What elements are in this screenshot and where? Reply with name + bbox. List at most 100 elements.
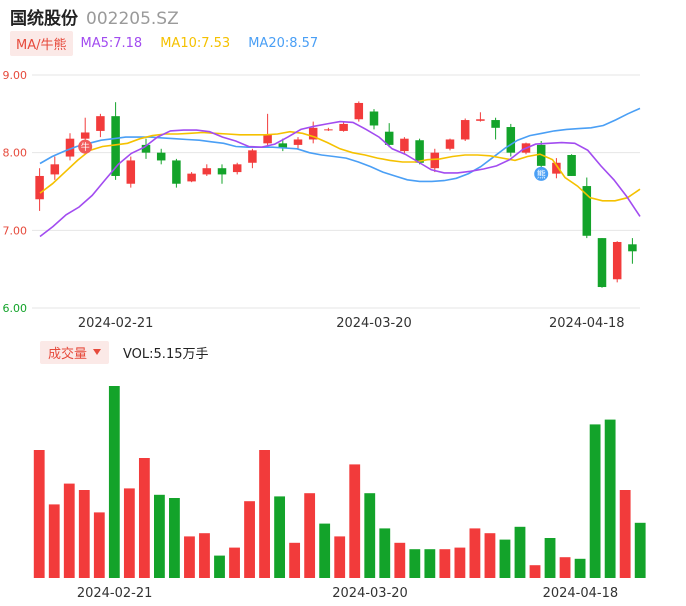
ma-indicator-bar: MA/牛熊 MA5:7.18 MA10:7.53 MA20:8.57 [10,30,336,56]
bull-bear-bull-icon: 牛 [78,139,93,154]
volume-bar [184,536,195,578]
volume-bar [559,557,571,578]
candle-body [476,119,485,121]
candle-body [415,140,424,163]
candle-body [217,168,227,175]
ma5-value: MA5:7.18 [80,35,143,51]
volume-bar [78,490,90,578]
candle-body [324,129,333,131]
x-tick-label: 2024-03-20 [336,316,412,331]
x-tick-label: 2024-02-21 [78,316,154,331]
candle-body [445,139,455,149]
stock-header: 国统股份 002205.SZ [10,4,179,29]
volume-bar [108,386,120,578]
triangle-down-icon [93,349,102,355]
volume-bar [529,565,541,578]
volume-bar [199,533,210,578]
volume-bar [484,533,496,578]
volume-bar [349,464,361,578]
volume-bar [48,504,60,578]
bull-bear-bull-icon-glyph: 牛 [81,141,90,153]
volume-bar [33,450,45,578]
volume-bar [63,483,75,578]
volume-bar [138,458,150,578]
candle-body [172,160,181,184]
volume-bar [589,424,601,578]
candle-body [506,127,516,153]
bull-bear-bear-icon-glyph: 熊 [537,168,546,180]
candle-body [187,173,196,182]
volume-bar [454,547,466,578]
candle-body [491,120,500,128]
volume-bar [499,539,511,578]
volume-indicator-bar: 成交量 VOL:5.15万手 [40,340,209,364]
candle-body [384,131,394,145]
candle-body [156,152,166,161]
candle-body [612,241,622,280]
candle-body [460,120,470,140]
volume-bar [604,419,616,578]
volume-bar [93,512,105,578]
candle-body [369,111,379,126]
ma10-value: MA10:7.53 [160,35,231,51]
candle-body [126,160,136,184]
volume-bar [379,528,391,578]
candle-body [552,162,561,174]
bull-bear-bear-icon: 熊 [534,166,549,181]
volume-bar [319,523,331,578]
y-tick-label: 9.00 [3,69,28,82]
candle-body [339,123,348,131]
candle-body [202,168,212,175]
volume-bar [259,450,270,578]
volume-bar [574,558,586,578]
volume-bar [439,549,451,578]
volume-bar [123,488,135,578]
ma-bull-bear-button[interactable]: MA/牛熊 [10,30,73,56]
volume-bar [544,538,556,578]
volume-bar [514,526,526,578]
candle-body [400,138,409,152]
candlestick-chart: 9.00 8.00 7.00 6.00 牛熊 2024-02-21 2024-03-20 20… [3,69,641,331]
candle-body [50,164,60,175]
volume-bar [304,493,316,578]
volume-bar [169,498,180,578]
volume-bar [394,542,406,578]
volume-bar [619,490,631,578]
volume-bar [634,522,646,578]
volume-bar [289,542,301,578]
bull-bear-bear-icon-bg [534,166,549,181]
candle-body [80,132,90,139]
volume-x-tick-label: 2024-03-20 [332,586,408,601]
volume-selector-label: 成交量 [48,346,88,362]
candle-body [293,139,303,145]
candle-body [278,143,288,149]
volume-value: VOL:5.15万手 [123,346,209,362]
candle-body [96,116,105,131]
candle-body [582,186,592,236]
volume-bar [364,493,376,578]
volume-x-tick-label: 2024-02-21 [77,586,153,601]
stock-code: 002205.SZ [86,9,179,29]
candle-body [65,138,75,157]
y-tick-label: 7.00 [3,224,28,237]
volume-selector-button[interactable]: 成交量 [40,340,110,364]
candle-body [430,152,440,169]
candle-body [248,150,257,163]
volume-bar [153,494,165,578]
candle-body [111,116,120,176]
volume-x-tick-label: 2024-04-18 [543,586,619,601]
volume-bar [334,536,346,578]
volume-bar [424,549,436,578]
volume-bar [409,549,421,578]
volume-bar [229,547,240,578]
y-tick-label: 8.00 [3,147,28,160]
x-tick-label: 2024-04-18 [549,316,625,331]
stock-name: 国统股份 [10,9,78,29]
candle-body [308,127,318,140]
candle-body [567,154,576,176]
candle-body [597,238,607,288]
volume-bar [469,528,481,578]
candle-body [141,144,151,153]
bull-bear-bull-icon-bg [78,139,93,154]
ma20-line [39,107,641,183]
